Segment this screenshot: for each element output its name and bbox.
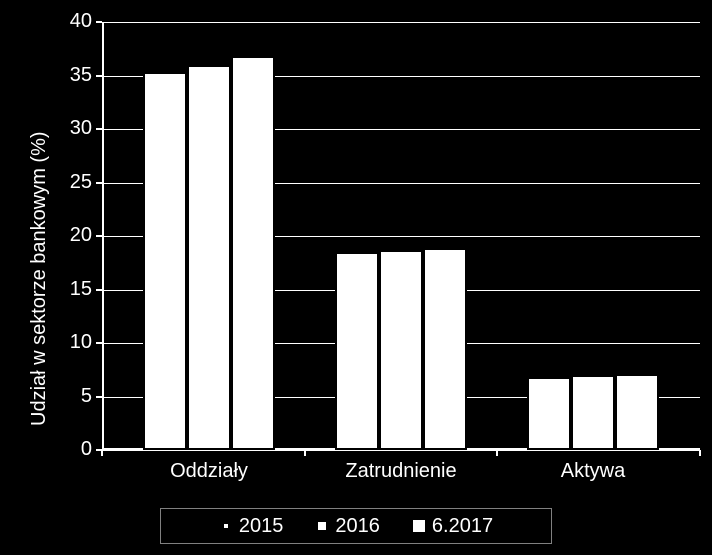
y-tick-mark [96,182,102,184]
bar [143,72,187,450]
y-tick-label: 0 [52,438,92,461]
x-tick-label: Zatrudnienie [321,460,481,483]
y-tick-mark [96,235,102,237]
chart-container: Udział w sektorze bankowym (%) 201520166… [0,0,712,555]
x-tick-label: Aktywa [513,460,673,483]
x-tick-mark [699,450,701,456]
bar [571,375,615,450]
legend-swatch [223,523,229,529]
y-tick-label: 20 [52,224,92,247]
y-tick-mark [96,396,102,398]
bar [335,252,379,450]
legend-item: 6.2017 [412,515,493,538]
x-tick-mark [496,450,498,456]
y-tick-mark [96,21,102,23]
plot-area [102,22,700,450]
y-tick-mark [96,128,102,130]
y-tick-label: 10 [52,331,92,354]
legend-label: 2016 [335,515,380,538]
y-tick-label: 5 [52,385,92,408]
bar [423,248,467,450]
x-tick-label: Oddziały [129,460,289,483]
x-tick-mark [304,450,306,456]
y-tick-label: 30 [52,117,92,140]
y-tick-label: 40 [52,10,92,33]
bar [615,374,659,450]
bar [527,377,571,450]
legend-label: 2015 [239,515,284,538]
gridline [102,22,700,23]
bar [187,65,231,450]
y-tick-mark [96,75,102,77]
y-tick-label: 35 [52,64,92,87]
legend-item: 2015 [219,515,284,538]
y-tick-label: 25 [52,171,92,194]
legend: 2015 2016 6.2017 [160,508,552,544]
legend-label: 6.2017 [432,515,493,538]
y-tick-mark [96,289,102,291]
y-tick-label: 15 [52,278,92,301]
bar [231,56,275,450]
bar [379,250,423,450]
y-tick-mark [96,342,102,344]
x-tick-mark [101,450,103,456]
legend-swatch [317,521,327,531]
legend-item: 2016 [315,515,380,538]
legend-swatch [412,519,426,533]
y-axis-title: Udział w sektorze bankowym (%) [28,131,51,426]
gridline [102,450,700,451]
